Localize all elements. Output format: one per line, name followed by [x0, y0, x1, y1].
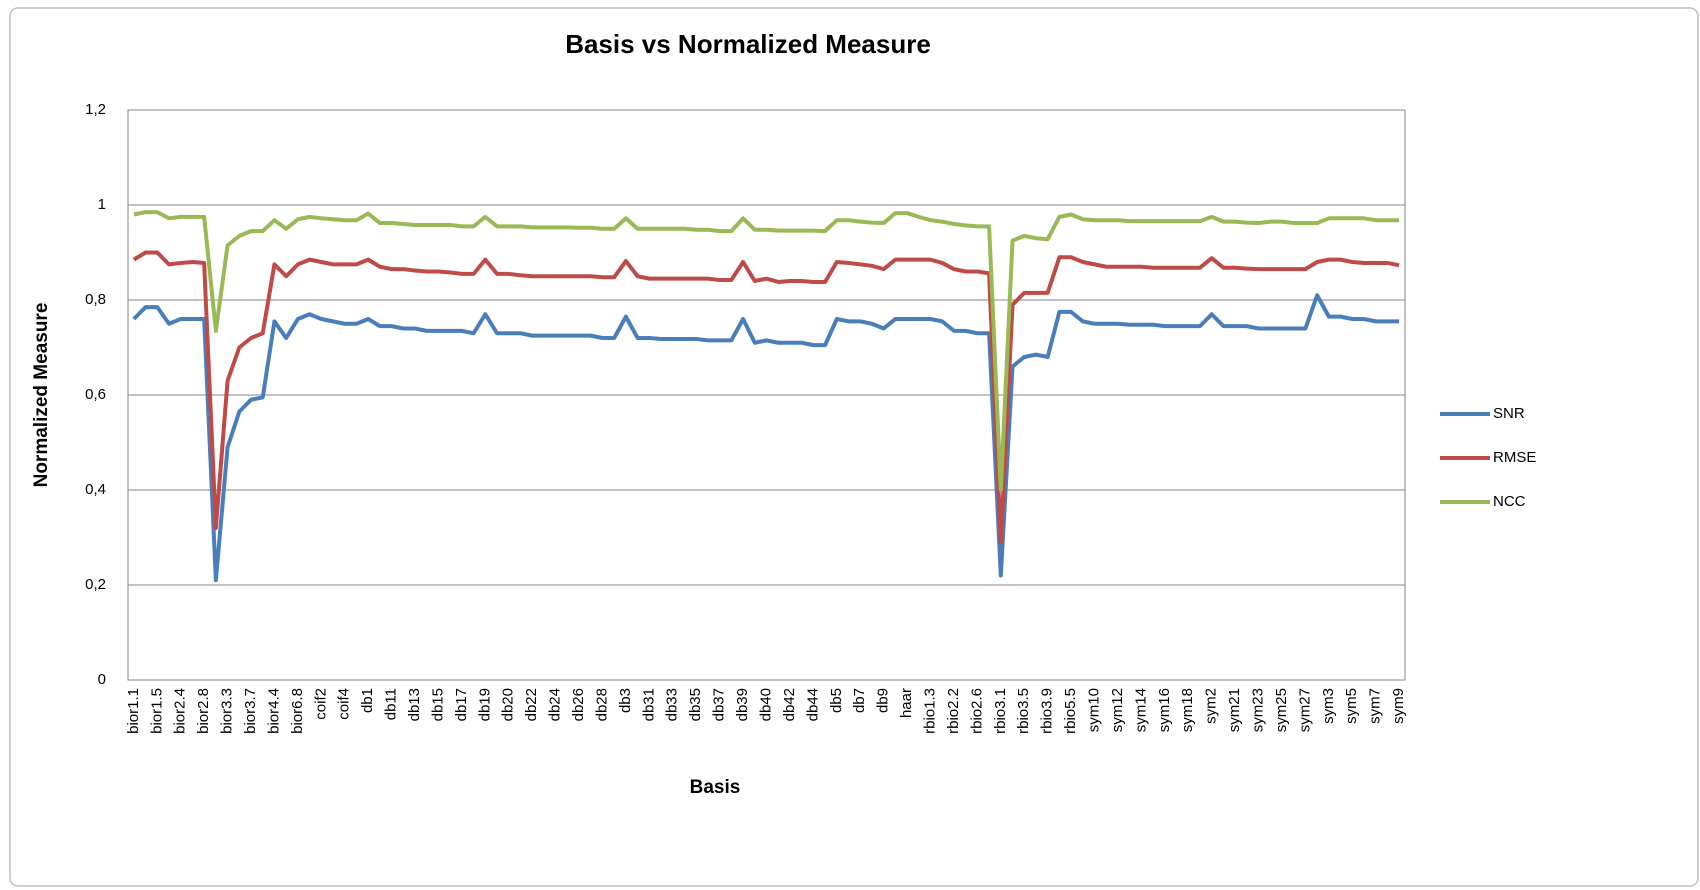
x-tick-label: db19: [476, 688, 493, 721]
x-tick-label: rbio3.5: [1015, 688, 1032, 734]
x-tick-label: db22: [523, 688, 540, 721]
x-tick-label: bior2.4: [172, 688, 189, 734]
x-tick-label: db20: [500, 688, 517, 721]
x-tick-label: sym10: [1086, 688, 1103, 732]
series-line: [132, 250, 1400, 545]
y-tick-label: 1,2: [85, 101, 106, 118]
y-tick-label: 0,8: [85, 291, 106, 308]
x-tick-label: haar: [898, 688, 915, 718]
y-tick-label: 0,6: [85, 386, 106, 403]
x-tick-label: bior1.1: [125, 688, 142, 734]
x-tick-label: db44: [804, 688, 821, 721]
x-tick-label: db17: [453, 688, 470, 721]
x-tick-label: db42: [781, 688, 798, 721]
x-tick-label: sym18: [1179, 688, 1196, 732]
x-tick-label: sym7: [1367, 688, 1384, 724]
x-tick-label: sym25: [1273, 688, 1290, 732]
x-tick-label: coif4: [336, 688, 353, 720]
x-tick-label: sym9: [1390, 688, 1407, 724]
x-tick-label: rbio5.5: [1062, 688, 1079, 734]
x-tick-label: db13: [406, 688, 423, 721]
x-tick-label: db11: [383, 688, 400, 720]
x-tick-label: db35: [687, 688, 704, 721]
x-tick-label: sym3: [1320, 688, 1337, 724]
legend-label: RMSE: [1493, 449, 1536, 466]
x-tick-label: db33: [664, 688, 681, 721]
y-axis-title: Normalized Measure: [31, 303, 52, 488]
x-tick-label: db31: [640, 688, 657, 721]
y-tick-label: 0: [98, 671, 106, 688]
x-tick-label: sym14: [1132, 688, 1149, 732]
x-tick-label: bior2.8: [195, 688, 212, 734]
chart-frame: [9, 7, 1699, 887]
x-tick-label: rbio3.9: [1039, 688, 1056, 734]
x-tick-label: bior3.7: [242, 688, 259, 734]
x-tick-label: rbio3.1: [992, 688, 1009, 734]
x-tick-label: rbio1.3: [921, 688, 938, 734]
x-tick-label: db24: [547, 688, 564, 721]
x-tick-label: db28: [593, 688, 610, 721]
x-tick-label: sym23: [1250, 688, 1267, 732]
legend-label: NCC: [1493, 493, 1526, 510]
x-tick-label: db39: [734, 688, 751, 721]
x-tick-label: bior3.3: [219, 688, 236, 734]
y-tick-label: 0,2: [85, 576, 106, 593]
legend-label: SNR: [1493, 405, 1525, 422]
x-axis-title: Basis: [690, 777, 741, 798]
x-tick-label: db3: [617, 688, 634, 713]
y-tick-label: 1: [98, 196, 106, 213]
series-line: [132, 293, 1400, 583]
x-tick-label: db7: [851, 688, 868, 713]
x-tick-label: sym16: [1156, 688, 1173, 732]
x-tick-label: db9: [875, 688, 892, 713]
x-tick-label: sym12: [1109, 688, 1126, 732]
x-tick-label: rbio2.2: [945, 688, 962, 734]
x-tick-label: rbio2.6: [968, 688, 985, 734]
x-tick-label: bior6.8: [289, 688, 306, 734]
x-tick-label: db37: [711, 688, 728, 721]
x-tick-label: db1: [359, 688, 376, 713]
x-tick-label: sym5: [1343, 688, 1360, 724]
x-tick-label: db15: [429, 688, 446, 721]
x-tick-label: sym21: [1226, 688, 1243, 732]
x-tick-label: sym2: [1203, 688, 1220, 724]
x-tick-label: db5: [828, 688, 845, 713]
x-tick-label: coif2: [312, 688, 329, 720]
x-tick-label: bior1.5: [148, 688, 165, 734]
x-tick-label: bior4.4: [265, 688, 282, 734]
x-tick-label: db40: [757, 688, 774, 721]
y-tick-label: 0,4: [85, 481, 106, 498]
x-tick-label: sym27: [1296, 688, 1313, 732]
x-tick-label: db26: [570, 688, 587, 721]
series-line: [133, 210, 1400, 492]
chart-title: Basis vs Normalized Measure: [565, 29, 931, 59]
